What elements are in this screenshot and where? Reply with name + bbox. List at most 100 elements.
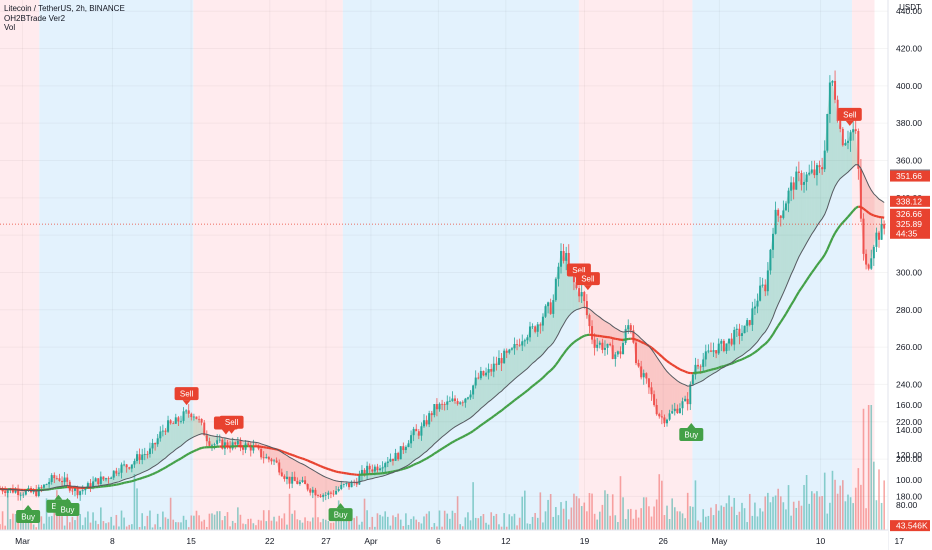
indicator-name[interactable]: OH2BTrade Ver2 (4, 13, 66, 23)
ribbon-segment (804, 174, 807, 248)
volume-bar (591, 493, 593, 530)
ribbon-segment (323, 475, 326, 496)
candle-body (446, 401, 449, 405)
candle-body (712, 350, 715, 352)
candle-body (451, 398, 454, 401)
volume-bar (218, 511, 221, 530)
ribbon-segment (868, 185, 872, 269)
candle-body (420, 426, 423, 436)
time-axis[interactable]: Mar 8 15 22 27 Apr 6 12 19 26 May 10 17 (0, 529, 904, 550)
ribbon-segment (483, 372, 487, 407)
ribbon-segment (674, 378, 678, 414)
candle-body (169, 420, 172, 424)
sell-pointer (227, 428, 236, 434)
trend-region-5 (692, 0, 853, 550)
slow-ma-segment (570, 341, 575, 346)
candle-body (345, 483, 348, 485)
slow-ma-segment (400, 467, 404, 471)
volume-bar (379, 514, 381, 530)
slow-ma-segment (136, 477, 140, 481)
volume-bar (234, 522, 237, 530)
slow-ma-segment (562, 349, 568, 355)
volume-bar (805, 475, 808, 530)
candle-body (242, 447, 245, 450)
ribbon-segment (274, 448, 277, 463)
ribbon-segment (186, 410, 189, 442)
slow-ma-segment (542, 374, 547, 379)
candle-body (71, 490, 74, 492)
volume-bar (355, 516, 358, 530)
candle-body (738, 328, 741, 336)
candle-body (516, 344, 519, 345)
buy-badge (679, 428, 704, 442)
price-tick-label: 300.00 (896, 267, 922, 277)
slow-ma-segment (302, 457, 306, 461)
buy-signal-6[interactable]: Buy (328, 503, 353, 522)
volume-bar (769, 502, 772, 530)
volume-bar (772, 496, 774, 530)
volume-bar (317, 517, 319, 530)
candle-body (784, 203, 787, 211)
candle-body (172, 423, 175, 425)
volume-bar (854, 487, 857, 530)
price-label-text: 351.66 (896, 171, 922, 181)
slow-ma-segment (438, 447, 443, 452)
volume-bar (330, 522, 332, 530)
volume-bar (717, 510, 720, 530)
candle-body (73, 487, 76, 491)
candle-body (474, 377, 477, 386)
buy-signal-9[interactable]: Buy (679, 423, 704, 442)
slow-ma-segment (784, 308, 790, 315)
volume-bar (570, 507, 573, 530)
volume-bar (22, 519, 25, 530)
sell-signal-3[interactable]: Sell (174, 387, 199, 406)
candle-body (534, 326, 537, 332)
sell-signal-8[interactable]: Sell (575, 272, 600, 291)
volume-bar (397, 513, 399, 530)
volume-bar (792, 501, 795, 530)
volume-bar (648, 506, 650, 530)
volume-bar (821, 496, 823, 530)
volume-bar (834, 479, 836, 530)
candle-body (459, 402, 462, 404)
volume-bar (875, 500, 878, 530)
candle-body (790, 182, 793, 191)
symbol-title[interactable]: Litecoin / TetherUS, 2h, BINANCE (4, 4, 125, 13)
ribbon-segment (806, 172, 810, 244)
buy-signal-0[interactable]: Buy (16, 504, 41, 523)
ribbon-segment (460, 402, 463, 424)
buy-signal-2[interactable]: Buy (55, 498, 80, 517)
volume-bar (177, 522, 180, 530)
volume-bar (842, 480, 844, 530)
volume-bar (268, 510, 270, 530)
volume-bar (79, 514, 81, 530)
candle-body (668, 413, 671, 420)
volume-bar (790, 515, 792, 530)
slow-ma-segment (663, 358, 668, 362)
sell-signal-10[interactable]: Sell (837, 107, 862, 126)
volume-bar (738, 511, 741, 530)
volume-indicator-name[interactable]: Vol (4, 23, 16, 32)
slow-ma-segment (482, 420, 487, 425)
candle-body (402, 446, 405, 451)
volume-bar (203, 519, 206, 530)
candle-body (260, 448, 263, 458)
candle-body (495, 363, 498, 365)
volume-bar (539, 492, 542, 530)
volume-bar (686, 492, 689, 530)
candle-body (386, 461, 389, 464)
candle-body (720, 340, 723, 344)
volume-bar (87, 511, 89, 530)
candle-body (454, 398, 457, 401)
volume-bar (154, 524, 156, 530)
trade-signals[interactable]: BuyBuyBuySellSellSellBuySellSellBuySell (16, 107, 862, 523)
candle-body (309, 489, 312, 493)
ribbon-segment (413, 428, 417, 461)
candle-body (428, 413, 431, 425)
volume-bar (756, 516, 759, 530)
candle-body (252, 445, 255, 451)
sell-signal-5[interactable]: Sell (219, 415, 244, 434)
slow-ma-segment (503, 405, 508, 410)
